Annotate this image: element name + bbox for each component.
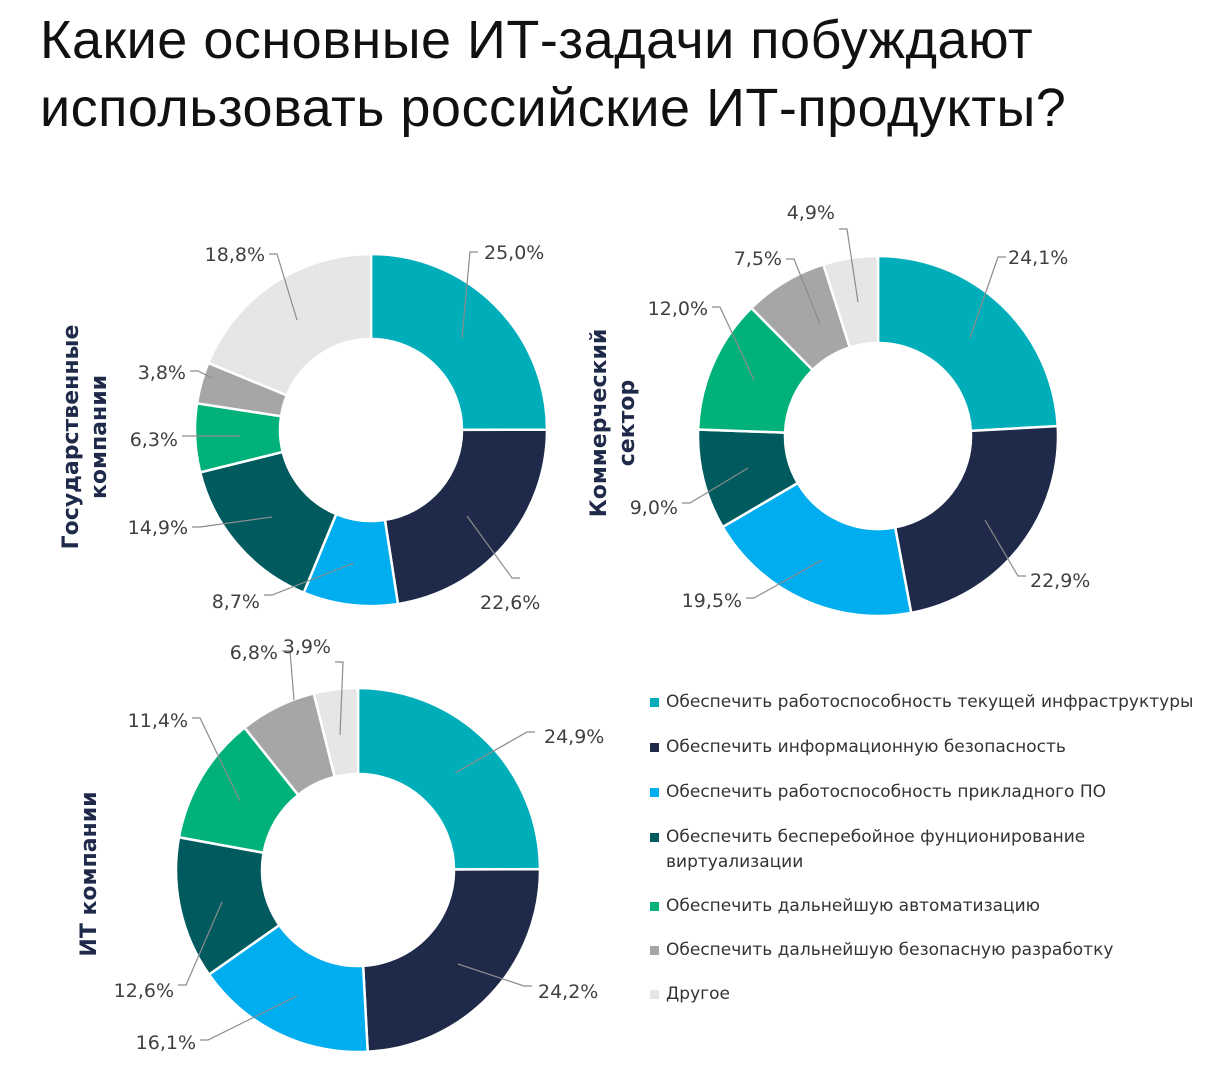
- segment-label-line: сектор: [615, 380, 640, 467]
- leader-line: [969, 256, 1006, 339]
- legend-swatch: [650, 990, 659, 999]
- legend-swatch: [650, 788, 659, 797]
- value-label: 18,8%: [205, 244, 265, 266]
- value-label: 12,0%: [648, 298, 708, 320]
- segment-label-line: Государственные: [59, 325, 84, 550]
- value-label: 24,1%: [1008, 247, 1068, 269]
- segment-label-line: ИТ компании: [77, 791, 102, 956]
- value-label: 9,0%: [630, 497, 678, 519]
- value-label: 8,7%: [212, 591, 260, 613]
- donut-slice: [312, 686, 360, 779]
- value-label: 4,9%: [787, 202, 835, 224]
- donut-slice: [821, 254, 880, 349]
- title-line-1: Какие основные ИТ-задачи побуждают: [40, 10, 1034, 70]
- donut-slice: [383, 428, 549, 606]
- donut-slice: [206, 252, 373, 397]
- value-label: 6,3%: [130, 429, 178, 451]
- leader-line: [461, 251, 478, 339]
- leader-line: [466, 515, 520, 579]
- value-label: 3,9%: [283, 636, 331, 658]
- legend-swatch: [650, 698, 659, 707]
- legend-label: Обеспечить информационную безопасность: [666, 737, 1066, 757]
- value-label: 19,5%: [682, 590, 742, 612]
- donut-slice: [876, 254, 1060, 433]
- segment-label: Коммерческий сектор: [587, 329, 640, 518]
- value-label: 22,9%: [1030, 570, 1090, 592]
- segment-label: ИТ компании: [77, 791, 102, 956]
- donut-chart: 24,1% 22,9% 19,5% 9,0% 12,0% 7,5% 4,9% Коммерче…: [587, 202, 1090, 618]
- donut-slice: [720, 481, 913, 618]
- leader-line: [264, 562, 355, 596]
- legend-item: Обеспечить работоспособность прикладного…: [650, 780, 1206, 805]
- donut-slice: [207, 923, 370, 1054]
- value-label: 3,8%: [138, 362, 186, 384]
- leader-line: [786, 258, 821, 325]
- legend-swatch: [650, 833, 659, 842]
- legend-label: Обеспечить дальнейшую автоматизацию: [666, 896, 1040, 916]
- leader-line: [984, 519, 1026, 577]
- leader-line: [682, 467, 749, 504]
- value-label: 6,8%: [230, 642, 278, 664]
- page-title: Какие основные ИТ-задачи побуждают испол…: [40, 6, 1200, 142]
- legend-item: Обеспечить дальнейшую автоматизацию: [650, 894, 1206, 919]
- legend-label: Обеспечить работоспособность прикладного…: [666, 782, 1107, 802]
- legend-label: Обеспечить работоспособность текущей инф…: [666, 692, 1194, 712]
- donut-chart: 25,0% 22,6% 8,7% 14,9% 6,3% 3,8% 18,8% Государс…: [59, 242, 549, 614]
- value-label: 11,4%: [128, 710, 188, 732]
- value-label: 24,9%: [544, 726, 604, 748]
- title-line-2: использовать российские ИТ-продукты?: [40, 78, 1067, 138]
- leader-line: [282, 650, 295, 701]
- value-label: 24,2%: [538, 981, 598, 1003]
- leader-line: [746, 559, 823, 599]
- value-label: 25,0%: [484, 242, 544, 264]
- leader-line: [178, 901, 223, 986]
- value-label: 22,6%: [480, 592, 540, 614]
- leader-line: [839, 228, 859, 303]
- leader-line: [335, 661, 344, 736]
- legend-swatch: [650, 743, 659, 752]
- legend-item: Обеспечить бесперебойное фунционирование…: [650, 825, 1206, 875]
- leader-line: [269, 253, 298, 321]
- donut-slice: [893, 424, 1060, 615]
- leader-line: [190, 370, 213, 379]
- legend-item: Обеспечить дальнейшую безопасную разрабо…: [650, 938, 1206, 963]
- donut-slice: [361, 867, 542, 1054]
- legend-item: Обеспечить работоспособность текущей инф…: [650, 690, 1206, 715]
- donut-slice: [369, 252, 549, 432]
- legend-swatch: [650, 946, 659, 955]
- leader-line: [454, 731, 535, 774]
- value-label: 7,5%: [734, 248, 782, 270]
- leader-line: [192, 717, 241, 802]
- leader-line: [712, 306, 755, 381]
- legend-label: Обеспечить дальнейшую безопасную разрабо…: [666, 940, 1114, 960]
- leader-line: [192, 516, 273, 528]
- donut-slice: [356, 686, 542, 871]
- legend-item: Другое: [650, 982, 1206, 1007]
- segment-label-line: Коммерческий: [587, 329, 612, 518]
- value-label: 12,6%: [114, 980, 174, 1002]
- leader-line: [200, 995, 298, 1041]
- value-label: 16,1%: [136, 1032, 196, 1054]
- value-label: 14,9%: [128, 517, 188, 539]
- legend-label: Другое: [666, 984, 730, 1004]
- legend-swatch: [650, 902, 659, 911]
- legend-item: Обеспечить информационную безопасность: [650, 735, 1206, 760]
- segment-label-line: компании: [87, 375, 112, 499]
- segment-label: Государственные компании: [59, 325, 112, 550]
- donut-chart: 24,9% 24,2% 16,1% 12,6% 11,4% 6,8% 3,9% ИТ комп…: [77, 636, 604, 1054]
- legend-label: Обеспечить бесперебойное фунционирование…: [666, 827, 1086, 872]
- leader-line: [457, 963, 532, 987]
